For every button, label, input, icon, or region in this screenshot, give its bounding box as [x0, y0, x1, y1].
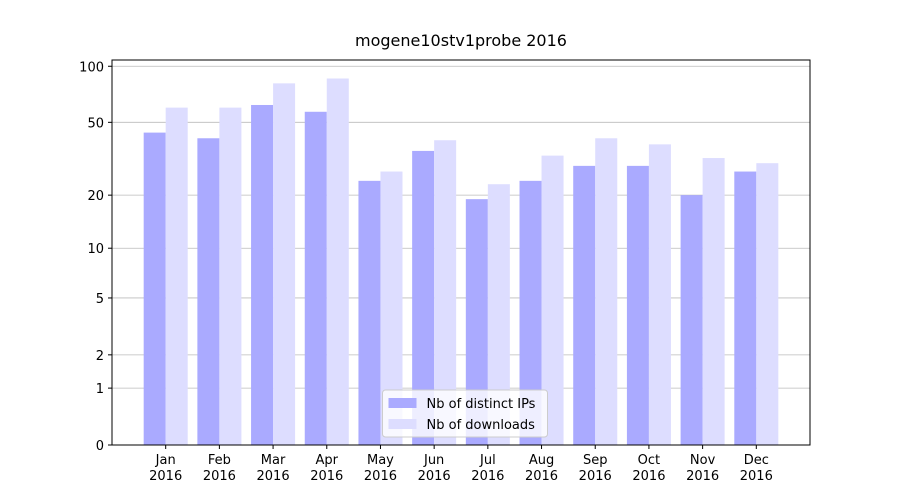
bar — [573, 165, 596, 445]
x-tick-label: May 2016 — [363, 453, 397, 484]
bar — [273, 83, 296, 445]
bar — [326, 78, 349, 446]
y-tick-label: 2 — [96, 349, 104, 364]
y-tick-label: 20 — [87, 189, 104, 204]
x-tick-label: Aug 2016 — [524, 453, 559, 484]
bar — [680, 195, 703, 445]
bar — [143, 132, 166, 445]
x-tick-label: Dec 2016 — [739, 453, 773, 484]
bar — [702, 158, 725, 445]
x-tick-label: Nov 2016 — [686, 453, 720, 484]
x-tick-label: Mar 2016 — [256, 453, 290, 484]
bar — [219, 107, 242, 446]
x-tick-label: Apr 2016 — [310, 453, 344, 484]
x-tick-label: Oct 2016 — [632, 453, 666, 484]
bar — [465, 199, 488, 445]
x-tick-label: Jul 2016 — [471, 453, 505, 484]
bar — [412, 150, 435, 446]
bar — [734, 171, 757, 445]
bar — [487, 184, 510, 445]
x-tick-label: Feb 2016 — [202, 453, 236, 484]
bar — [304, 111, 327, 445]
legend-label: Nb of downloads — [427, 418, 536, 433]
y-tick-label: 1 — [96, 382, 104, 397]
bar — [756, 163, 779, 445]
bar — [541, 155, 564, 445]
y-tick-label: 10 — [87, 242, 104, 257]
x-tick-label: Sep 2016 — [578, 453, 612, 484]
bar — [165, 107, 188, 446]
bar — [251, 104, 274, 446]
bar — [595, 138, 618, 445]
bar — [434, 140, 457, 445]
bar — [358, 180, 381, 445]
legend-label: Nb of distinct IPs — [427, 397, 536, 412]
bar — [519, 180, 542, 445]
chart-title: mogene10stv1probe 2016 — [355, 31, 567, 50]
bar — [626, 165, 649, 445]
y-tick-label: 100 — [79, 60, 104, 75]
x-tick-label: Jan 2016 — [149, 453, 183, 484]
y-tick-label: 5 — [96, 292, 104, 307]
y-tick-label: 50 — [87, 116, 104, 131]
legend-swatch — [388, 398, 417, 408]
legend: Nb of distinct IPs Nb of downloads — [382, 389, 548, 438]
bar — [197, 138, 220, 445]
y-tick-label: 0 — [96, 439, 104, 454]
legend-swatch — [388, 419, 417, 429]
bar — [380, 171, 403, 445]
legend-box — [382, 389, 548, 438]
plot-frame — [111, 59, 811, 446]
bar — [648, 144, 671, 446]
x-tick-label: Jun 2016 — [417, 453, 451, 484]
